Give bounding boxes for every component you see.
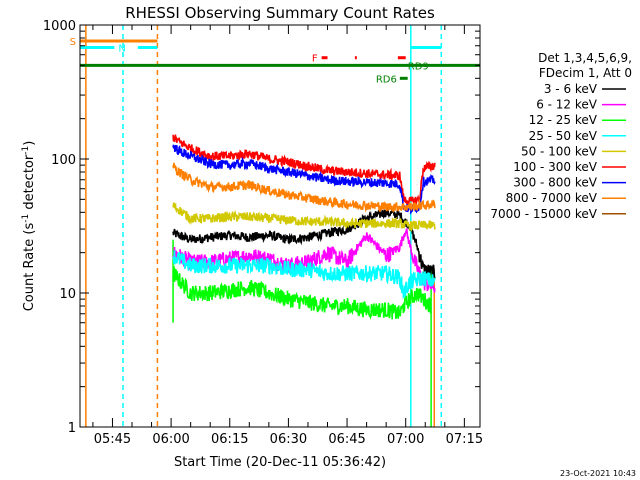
x-tick-label: 05:45 bbox=[94, 432, 131, 447]
y-axis-label-sup: -1 bbox=[21, 214, 31, 223]
y-axis-label-sup: -1 bbox=[21, 146, 31, 155]
flag-bar-label: RD9 bbox=[408, 61, 429, 72]
y-axis-label-part: Count Rate (s bbox=[22, 223, 37, 312]
series-line bbox=[172, 265, 432, 320]
legend-entry-label: 300 - 800 keV bbox=[513, 176, 597, 190]
y-axis-label-part: detector bbox=[22, 154, 37, 214]
series-line bbox=[172, 162, 436, 213]
footer-date: 23-Oct-2021 10:43 bbox=[560, 469, 636, 478]
legend-entry-label: 3 - 6 keV bbox=[544, 82, 598, 96]
legend-entry-label: 6 - 12 keV bbox=[536, 98, 598, 112]
legend: Det 1,3,4,5,6,9, FDecim 1, Att 0 3 - 6 k… bbox=[490, 51, 632, 221]
legend-entry-label: 800 - 7000 keV bbox=[506, 191, 598, 205]
plot-frame bbox=[79, 24, 481, 428]
axis-layer: 1 10 100 1000 05:45 06:00 06:15 06:30 06:45 07:00… bbox=[43, 19, 483, 447]
legend-entry-label: 7000 - 15000 keV bbox=[490, 207, 597, 221]
y-tick-label: 1 bbox=[68, 421, 76, 436]
y-axis-label-part: ) bbox=[22, 141, 37, 146]
legend-entry-label: 25 - 50 keV bbox=[529, 129, 598, 143]
chart-title: RHESSI Observing Summary Count Rates bbox=[125, 4, 435, 22]
legend-entry-label: 50 - 100 keV bbox=[521, 144, 598, 158]
x-tick-label: 07:15 bbox=[446, 432, 483, 447]
x-tick-label: 06:45 bbox=[328, 432, 365, 447]
flag-bar-label: S bbox=[70, 37, 76, 48]
series-line bbox=[172, 206, 436, 281]
y-tick-label: 100 bbox=[51, 153, 76, 168]
flare-label: F bbox=[312, 54, 318, 65]
x-tick-label: 06:00 bbox=[152, 432, 189, 447]
series-line bbox=[172, 250, 436, 300]
x-tick-label: 07:00 bbox=[387, 432, 424, 447]
legend-header-line: Det 1,3,4,5,6,9, bbox=[538, 51, 632, 65]
plot-data-layer bbox=[80, 25, 480, 427]
series-line bbox=[172, 202, 436, 233]
y-tick-label: 1000 bbox=[43, 19, 76, 34]
y-axis-label: Count Rate (s-1 detector-1) bbox=[21, 141, 37, 312]
legend-header-line: FDecim 1, Att 0 bbox=[539, 66, 632, 80]
series-line bbox=[172, 144, 436, 215]
flag-bar-label: RD6 bbox=[376, 74, 397, 85]
series-line bbox=[172, 134, 436, 206]
x-tick-label: 06:15 bbox=[211, 432, 248, 447]
x-axis-label: Start Time (20-Dec-11 05:36:42) bbox=[174, 455, 386, 470]
y-tick-label: 10 bbox=[59, 287, 76, 302]
legend-entry-label: 100 - 300 keV bbox=[513, 160, 597, 174]
legend-entry-label: 12 - 25 keV bbox=[529, 113, 598, 127]
x-tick-label: 06:30 bbox=[270, 432, 307, 447]
flag-bar-label: N bbox=[118, 43, 125, 54]
